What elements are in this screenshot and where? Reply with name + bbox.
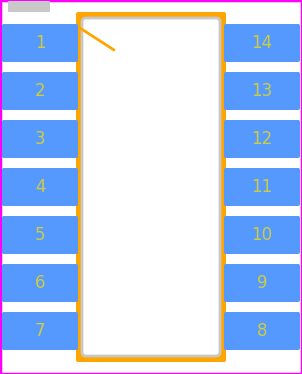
Text: 9: 9 bbox=[257, 274, 267, 292]
FancyBboxPatch shape bbox=[8, 1, 50, 12]
FancyBboxPatch shape bbox=[224, 312, 300, 350]
FancyBboxPatch shape bbox=[224, 264, 300, 302]
FancyBboxPatch shape bbox=[82, 18, 220, 356]
Text: 5: 5 bbox=[35, 226, 45, 244]
Text: 8: 8 bbox=[257, 322, 267, 340]
FancyBboxPatch shape bbox=[76, 12, 226, 362]
FancyBboxPatch shape bbox=[2, 168, 78, 206]
FancyBboxPatch shape bbox=[2, 312, 78, 350]
FancyBboxPatch shape bbox=[2, 24, 78, 62]
Text: 11: 11 bbox=[251, 178, 273, 196]
Text: 2: 2 bbox=[35, 82, 45, 100]
FancyBboxPatch shape bbox=[224, 168, 300, 206]
FancyBboxPatch shape bbox=[224, 216, 300, 254]
Text: 4: 4 bbox=[35, 178, 45, 196]
Text: 1: 1 bbox=[35, 34, 45, 52]
Text: 6: 6 bbox=[35, 274, 45, 292]
Text: 13: 13 bbox=[251, 82, 273, 100]
FancyBboxPatch shape bbox=[2, 120, 78, 158]
Text: 14: 14 bbox=[252, 34, 273, 52]
FancyBboxPatch shape bbox=[2, 264, 78, 302]
Text: 3: 3 bbox=[35, 130, 45, 148]
Text: 7: 7 bbox=[35, 322, 45, 340]
FancyBboxPatch shape bbox=[2, 216, 78, 254]
FancyBboxPatch shape bbox=[224, 120, 300, 158]
Text: 10: 10 bbox=[252, 226, 273, 244]
FancyBboxPatch shape bbox=[224, 24, 300, 62]
FancyBboxPatch shape bbox=[2, 72, 78, 110]
FancyBboxPatch shape bbox=[224, 72, 300, 110]
Text: 12: 12 bbox=[251, 130, 273, 148]
